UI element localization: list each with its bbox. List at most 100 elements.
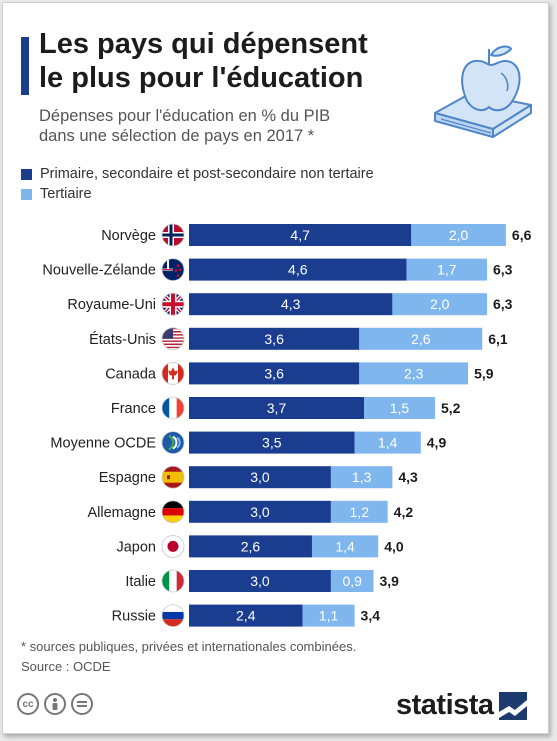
- bar-primary: [189, 466, 331, 489]
- legend-item-tertiary: Tertiaire: [21, 186, 92, 202]
- bar-primary: [189, 327, 360, 350]
- subtitle-line-1: Dépenses pour l'éducation en % du PIB: [39, 107, 331, 125]
- category-label: France: [111, 401, 156, 417]
- license-icons: cc: [17, 693, 93, 715]
- attribution-icon: [44, 693, 66, 715]
- footnote: * sources publiques, privées et internat…: [21, 639, 357, 654]
- data-label-primary: 3,0: [250, 504, 270, 520]
- flag-usa-icon: [161, 327, 185, 351]
- total-label: 3,9: [379, 573, 399, 589]
- total-label: 4,3: [398, 469, 418, 485]
- bar-tertiary: [311, 535, 379, 558]
- legend-item-primary: Primaire, secondaire et post-secondaire …: [21, 166, 374, 182]
- total-label: 4,2: [394, 504, 414, 520]
- data-label-primary: 4,3: [281, 296, 301, 312]
- total-label: 4,0: [384, 538, 404, 554]
- title-line-1: Les pays qui dépensent: [39, 28, 368, 60]
- flag-spain-icon: [161, 465, 185, 489]
- chart-title: Les pays qui dépensent le plus pour l'éd…: [39, 27, 419, 95]
- bar-primary: [189, 258, 407, 281]
- apple-on-book-icon: [434, 45, 532, 138]
- brand-name: statista: [396, 689, 494, 721]
- data-label-tertiary: 1,2: [350, 504, 370, 520]
- flag-italy-icon: [161, 569, 185, 593]
- bar-tertiary: [392, 293, 487, 316]
- category-label: Italie: [125, 574, 156, 590]
- total-label: 5,2: [441, 400, 461, 416]
- data-label-tertiary: 1,5: [390, 400, 410, 416]
- data-label-primary: 3,0: [250, 469, 270, 485]
- flag-uk-icon: [161, 292, 185, 316]
- category-label: Royaume-Uni: [67, 297, 156, 313]
- bar-tertiary: [406, 258, 487, 281]
- data-label-tertiary: 1,3: [352, 469, 372, 485]
- bar-tertiary: [330, 570, 374, 592]
- flag-russia-icon: [161, 604, 185, 627]
- legend-swatch-primary: [21, 168, 32, 180]
- bar-primary: [189, 500, 331, 523]
- title-accent-bar: [21, 37, 29, 95]
- category-label: Japon: [116, 539, 156, 555]
- legend-swatch-tertiary: [21, 188, 32, 200]
- data-label-primary: 2,4: [236, 608, 256, 624]
- bar-tertiary: [359, 327, 483, 350]
- stacked-bar-chart: Norvège 4,7 2,0 6,6 Nouvelle-Zélande 4,6 1,7 6,…: [42, 223, 532, 627]
- flag-canada-icon: [161, 361, 185, 385]
- data-label-primary: 4,6: [288, 262, 308, 278]
- category-label: Moyenne OCDE: [50, 436, 156, 452]
- data-label-primary: 3,7: [267, 400, 287, 416]
- total-label: 3,4: [361, 608, 381, 624]
- category-label: Allemagne: [87, 505, 156, 521]
- bar-tertiary: [411, 224, 506, 246]
- bar-tertiary: [330, 500, 388, 523]
- data-label-tertiary: 1,7: [437, 262, 457, 278]
- category-label: Norvège: [101, 228, 156, 244]
- bar-tertiary: [330, 466, 393, 489]
- total-label: 6,1: [488, 331, 508, 347]
- category-label: Espagne: [99, 470, 156, 486]
- data-label-tertiary: 1,4: [378, 435, 398, 451]
- data-label-tertiary: 2,3: [404, 365, 424, 381]
- total-label: 4,9: [427, 435, 447, 451]
- title-line-2: le plus pour l'éducation: [39, 62, 364, 94]
- statista-logo-icon: [498, 691, 527, 720]
- bar-primary: [189, 362, 360, 385]
- data-label-primary: 3,5: [262, 435, 282, 451]
- category-label: Nouvelle-Zélande: [42, 263, 156, 279]
- chart-subtitle: Dépenses pour l'éducation en % du PIB da…: [39, 106, 399, 146]
- bar-tertiary: [354, 431, 421, 454]
- data-label-tertiary: 2,0: [430, 296, 450, 312]
- total-label: 6,6: [512, 227, 532, 243]
- data-label-tertiary: 0,9: [342, 573, 362, 589]
- no-derivatives-icon: [71, 693, 93, 715]
- bar-primary: [189, 535, 312, 558]
- flag-new-zealand-icon: [161, 258, 185, 282]
- flag-france-icon: [161, 396, 185, 420]
- source-note: Source : OCDE: [21, 659, 111, 674]
- data-label-primary: 3,0: [250, 573, 270, 589]
- total-label: 5,9: [474, 365, 494, 381]
- category-label: États-Unis: [89, 331, 156, 348]
- legend-label-primary: Primaire, secondaire et post-secondaire …: [40, 166, 374, 182]
- data-label-tertiary: 1,1: [319, 608, 339, 624]
- bar-tertiary: [359, 362, 469, 385]
- infographic-card: Les pays qui dépensent le plus pour l'éd…: [2, 2, 549, 734]
- category-label: Russie: [112, 609, 156, 625]
- data-label-primary: 3,6: [264, 331, 284, 347]
- bar-primary: [189, 431, 355, 454]
- category-label: Canada: [105, 366, 157, 382]
- creative-commons-icon: cc: [17, 693, 39, 715]
- subtitle-line-2: dans une sélection de pays en 2017 *: [39, 127, 315, 145]
- data-label-primary: 4,7: [290, 227, 310, 243]
- bar-primary: [189, 224, 412, 246]
- bar-primary: [189, 397, 365, 419]
- legend-label-tertiary: Tertiaire: [40, 186, 92, 202]
- total-label: 6,3: [493, 296, 513, 312]
- data-label-tertiary: 1,4: [335, 538, 355, 554]
- bar-primary: [189, 293, 393, 316]
- data-label-tertiary: 2,0: [449, 227, 469, 243]
- flag-oecd-icon: [161, 431, 185, 455]
- statista-brand: statista: [396, 689, 527, 722]
- data-label-primary: 2,6: [241, 538, 261, 554]
- data-label-primary: 3,6: [264, 365, 284, 381]
